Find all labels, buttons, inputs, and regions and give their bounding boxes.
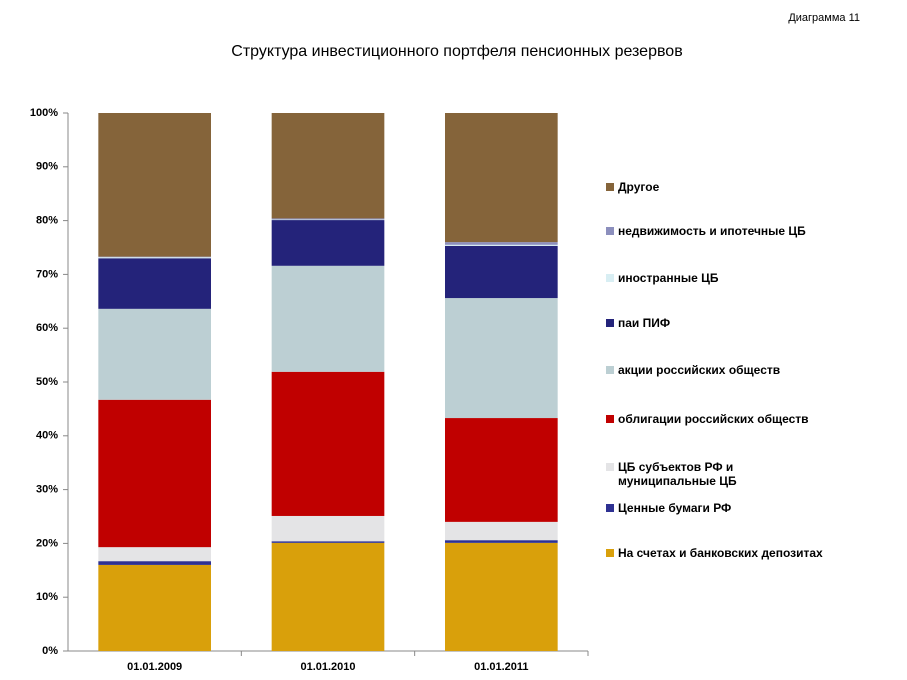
y-tick-label: 10%: [36, 591, 58, 603]
legend-label: недвижимость и ипотечные ЦБ: [618, 224, 806, 238]
bar-segment: [98, 257, 211, 259]
x-tick-label: 01.01.2010: [300, 661, 355, 673]
legend-item: акции российских обществ: [606, 363, 906, 377]
bar-segment: [98, 308, 211, 400]
legend-swatch: [606, 366, 614, 374]
legend-label: ЦБ субъектов РФ и муниципальные ЦБ: [618, 460, 737, 488]
y-tick-label: 90%: [36, 161, 58, 173]
legend-swatch: [606, 183, 614, 191]
bar-segment: [98, 561, 211, 565]
legend-item: облигации российских обществ: [606, 412, 906, 426]
bar-segment: [271, 219, 385, 221]
legend-item: Другое: [606, 180, 906, 194]
legend-item: иностранные ЦБ: [606, 271, 906, 285]
y-tick-label: 60%: [36, 322, 58, 334]
bar-segment: [271, 220, 385, 266]
legend-item: Ценные бумаги РФ: [606, 501, 906, 515]
bar-segment: [271, 371, 385, 516]
legend-swatch: [606, 415, 614, 423]
legend-label: Ценные бумаги РФ: [618, 501, 732, 515]
bar-segment: [445, 244, 558, 246]
bar-segment: [445, 540, 558, 543]
bar-segment: [445, 298, 558, 419]
legend-swatch: [606, 549, 614, 557]
legend-item: недвижимость и ипотечные ЦБ: [606, 224, 906, 238]
bar-segment: [98, 399, 211, 548]
legend-item: На счетах и банковских депозитах: [606, 546, 906, 560]
legend-label: иностранные ЦБ: [618, 271, 719, 285]
legend-label: паи ПИФ: [618, 316, 671, 330]
y-tick-label: 30%: [36, 484, 58, 496]
legend-swatch: [606, 274, 614, 282]
bar-segment: [271, 515, 385, 542]
bar-segment: [98, 113, 211, 257]
bar-segment: [271, 265, 385, 372]
bar-segment: [271, 218, 385, 220]
bar-segment: [445, 542, 558, 651]
bar-segment: [271, 541, 385, 543]
y-tick-label: 70%: [36, 268, 58, 280]
y-tick-label: 0%: [42, 645, 58, 657]
bar-segment: [98, 547, 211, 562]
legend-swatch: [606, 319, 614, 327]
legend-swatch: [606, 504, 614, 512]
legend-swatch: [606, 463, 614, 471]
legend-item: паи ПИФ: [606, 316, 906, 330]
bar-segment: [271, 113, 385, 219]
bar-segment: [445, 242, 558, 245]
bar-segment: [445, 245, 558, 299]
y-tick-label: 40%: [36, 430, 58, 442]
chart-title: Структура инвестиционного портфеля пенси…: [231, 43, 682, 60]
y-tick-label: 80%: [36, 215, 58, 227]
legend-swatch: [606, 227, 614, 235]
legend-label: облигации российских обществ: [618, 412, 809, 426]
x-tick-label: 01.01.2009: [127, 661, 182, 673]
bar-segment: [271, 542, 385, 651]
legend-item: ЦБ субъектов РФ и муниципальные ЦБ: [606, 460, 906, 488]
annotation: Диаграмма 11: [788, 12, 860, 24]
y-tick-label: 20%: [36, 537, 58, 549]
legend-label: акции российских обществ: [618, 363, 781, 377]
bar-segment: [98, 564, 211, 651]
bar-segment: [445, 113, 558, 243]
y-tick-label: 50%: [36, 376, 58, 388]
bar-segment: [98, 256, 211, 258]
bar-segment: [98, 258, 211, 309]
bar-segment: [445, 521, 558, 541]
bar-segment: [445, 418, 558, 522]
legend-label: Другое: [618, 180, 660, 194]
y-tick-label: 100%: [30, 107, 58, 119]
legend-label: На счетах и банковских депозитах: [618, 546, 823, 560]
x-tick-label: 01.01.2011: [474, 661, 528, 673]
